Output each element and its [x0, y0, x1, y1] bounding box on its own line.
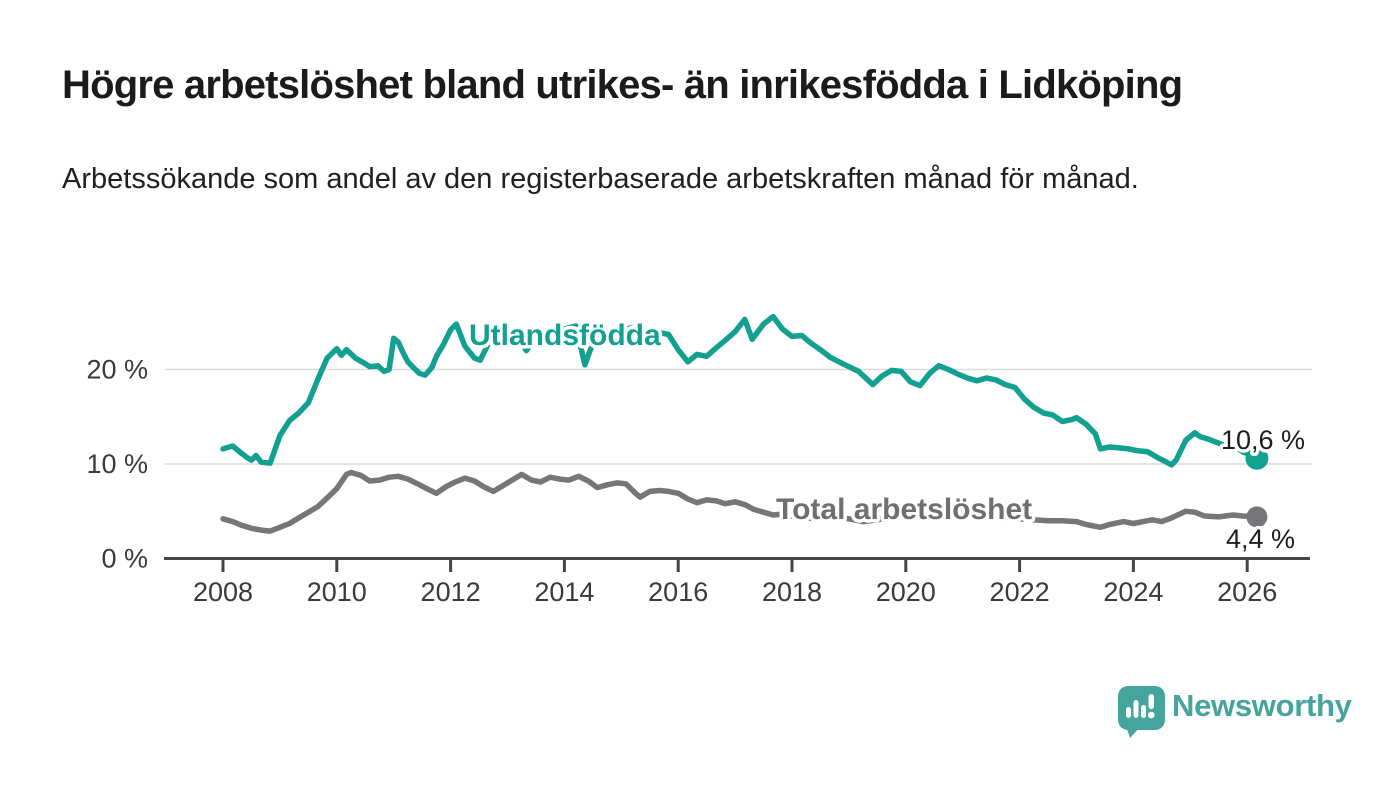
series-end-dot-utlandsfodda [1245, 446, 1269, 470]
series-line-utlandsfodda [220, 313, 1260, 468]
x-tick-label-2018: 2018 [762, 577, 822, 607]
chart-title: Högre arbetslöshet bland utrikes- än inr… [62, 63, 1183, 107]
x-tick-label-2010: 2010 [307, 577, 367, 607]
x-tick-label-2022: 2022 [990, 577, 1050, 607]
series-line-total [220, 469, 1260, 534]
series-label-total: Total arbetslöshet [776, 493, 1032, 526]
x-tick-label-2016: 2016 [648, 577, 708, 607]
x-tick-label-2024: 2024 [1103, 577, 1163, 607]
x-tick-label-2008: 2008 [193, 577, 253, 607]
newsworthy-bubble-chart-icon [1118, 686, 1165, 738]
x-tick-label-2020: 2020 [876, 577, 936, 607]
series-end-dot-total [1246, 506, 1268, 528]
newsworthy-logo: Newsworthy [1118, 686, 1352, 742]
series-label-utlandsfodda: Utlandsfödda [469, 319, 661, 352]
x-tick-label-2012: 2012 [421, 577, 481, 607]
y-tick-label-10: 10 % [86, 449, 148, 479]
y-tick-label-0: 0 % [101, 544, 148, 574]
y-tick-label-20: 20 % [86, 355, 148, 385]
chart-subtitle: Arbetssökande som andel av den registerb… [62, 163, 1139, 195]
brand-name: Newsworthy [1172, 688, 1352, 723]
x-tick-label-2014: 2014 [534, 577, 594, 607]
end-value-label-total: 4,4 % [1226, 524, 1295, 554]
x-tick-label-2026: 2026 [1217, 577, 1277, 607]
end-value-label-utlandsfodda: 10,6 % [1221, 425, 1305, 455]
